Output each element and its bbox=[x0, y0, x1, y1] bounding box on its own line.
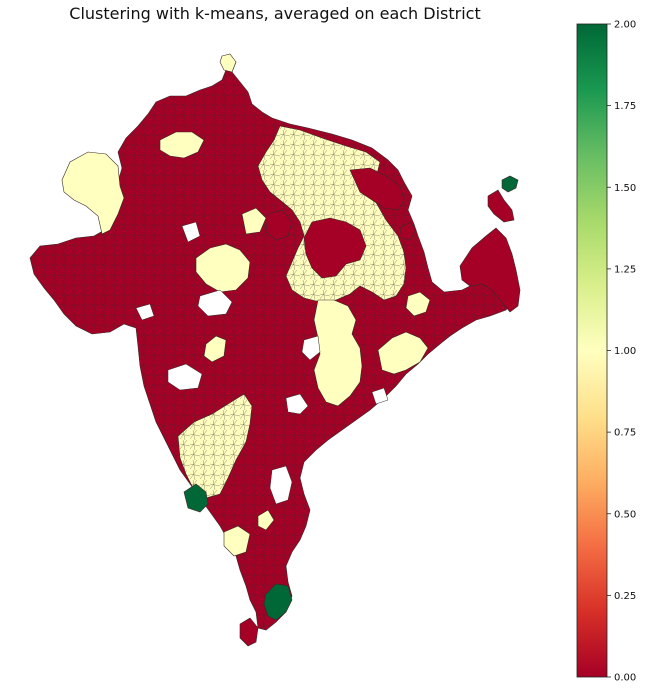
region-cluster-1-north-tip bbox=[219, 53, 237, 73]
region-cluster-1-north-small-2 bbox=[241, 207, 267, 235]
region-cluster-1-central-small bbox=[203, 335, 227, 363]
region-cluster-1-central-west bbox=[195, 243, 251, 293]
colorbar-tick-label: 0.75 bbox=[614, 428, 636, 439]
colorbar-tick-label: 1.75 bbox=[614, 101, 636, 112]
region-cluster-1-south-small-2 bbox=[257, 509, 275, 531]
region-cluster-1-north-small bbox=[159, 131, 205, 159]
region-cluster-0-inner-3 bbox=[265, 209, 293, 241]
nodata-hole-1 bbox=[167, 363, 203, 391]
region-cluster-1-east-3 bbox=[405, 291, 431, 317]
colorbar-tick-label: 0.00 bbox=[614, 673, 636, 684]
colorbar-tick-label: 1.00 bbox=[614, 346, 636, 357]
nodata-hole-3 bbox=[285, 393, 309, 415]
nodata-hole-2 bbox=[197, 289, 233, 317]
region-cluster-2-south bbox=[263, 583, 293, 621]
region-cluster-0-northeast bbox=[459, 227, 521, 313]
colorbar-tick-label: 1.50 bbox=[614, 183, 636, 194]
colorbar-tick-label: 0.50 bbox=[614, 509, 636, 520]
district-border-texture-sw bbox=[178, 394, 252, 498]
region-cluster-0-island bbox=[239, 617, 259, 647]
colorbar-tick-label: 1.25 bbox=[614, 264, 636, 275]
region-cluster-0-inner-2 bbox=[349, 167, 405, 211]
region-cluster-0-inner-1 bbox=[303, 217, 367, 279]
nodata-hole-6 bbox=[181, 221, 201, 243]
nodata-hole-5 bbox=[301, 335, 321, 361]
region-cluster-1-south-small bbox=[223, 525, 251, 557]
region-cluster-1-east-central-2 bbox=[377, 331, 429, 375]
nodata-hole-4 bbox=[269, 465, 293, 505]
region-cluster-0-northeast-3 bbox=[399, 221, 417, 241]
nodata-hole-8 bbox=[371, 387, 389, 405]
colorbar-gradient bbox=[576, 23, 608, 678]
nodata-hole-7 bbox=[135, 303, 155, 321]
district-map bbox=[29, 53, 521, 647]
region-cluster-1-northwest bbox=[61, 151, 125, 235]
map-title: Clustering with k-means, averaged on eac… bbox=[69, 4, 481, 23]
region-cluster-0-northeast-2 bbox=[487, 189, 515, 223]
region-cluster-2-goa-area bbox=[183, 483, 209, 513]
colorbar-tick-label: 2.00 bbox=[614, 20, 636, 31]
region-cluster-2-northeast bbox=[501, 175, 519, 193]
colorbar-tick-label: 0.25 bbox=[614, 591, 636, 602]
